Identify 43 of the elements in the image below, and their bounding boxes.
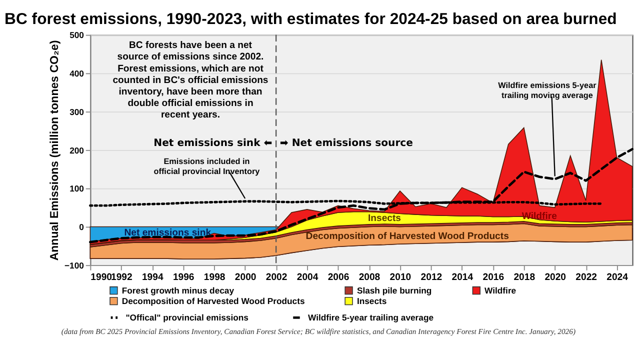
x-tick-label: 2002 (266, 272, 288, 283)
legend-label: Wildfire (484, 285, 516, 296)
y-tick-label: −100 (64, 260, 84, 270)
annotation: Net emissions sink ⬅ (154, 138, 272, 149)
x-tick-label: 2010 (390, 272, 412, 283)
annotation: BC forests have been a net source of emissions since 2002. Forest emissions, which are not counted in BC's official emissions inventory, have been more than double official emissions in recent years. (112, 40, 268, 120)
x-tick-label: 2018 (514, 272, 536, 283)
x-tick-label: 2014 (452, 272, 474, 283)
y-axis-title: Annual Emissions (million tonnes CO₂e) (48, 40, 61, 261)
annotation: Wildfire (522, 210, 557, 222)
legend-label: Slash pile burning (356, 285, 432, 296)
x-tick-label: 2020 (544, 272, 566, 283)
legend-label: Forest growth minus decay (122, 285, 234, 296)
x-tick-label: 1990 (90, 272, 112, 283)
x-tick-label: 2006 (328, 272, 350, 283)
x-tick-label: 1996 (172, 272, 194, 283)
legend-label: Decomposition of Harvested Wood Products (122, 296, 305, 306)
annotation: ➡ Net emissions source (280, 138, 414, 149)
legend-label: Wildfire 5-year trailing average (308, 312, 434, 323)
annotation: Decomposition of Harvested Wood Products (306, 231, 509, 242)
y-tick-label: 400 (70, 68, 84, 79)
x-tick-label: 2008 (358, 272, 381, 283)
annotation: Net emissions sink (124, 227, 212, 238)
legend-label: "Offical" provincial emissions (126, 312, 249, 323)
x-tick-label: 2016 (482, 272, 504, 283)
y-tick-label: 500 (70, 30, 84, 40)
y-tick-label: 300 (70, 106, 84, 117)
x-tick-label: 1998 (204, 272, 226, 283)
x-tick-label: 1992 (110, 272, 132, 283)
legend-label: Insects (356, 296, 387, 306)
text: (data from BC 2025 Provincial Emissions Inventory, Canadian Forest Service; BC wildfire statistics, and Canadian Interagency Forest Fire Centre Inc. January, 2026) (61, 327, 576, 336)
y-tick-label: 100 (70, 184, 84, 194)
x-tick-label: 2000 (234, 272, 256, 283)
annotation: Insects (368, 213, 401, 224)
line-series (88, 148, 634, 244)
y-tick-label: 200 (70, 145, 84, 156)
y-tick-label: 0 (79, 222, 84, 232)
x-tick-label: 1994 (142, 272, 164, 283)
x-tick-label: 2024 (606, 272, 629, 283)
x-tick-label: 2012 (420, 272, 442, 283)
chart-title: BC forest emissions, 1990-2023, with estimates for 2024-25 based on area burned (4, 10, 617, 28)
x-tick-label: 2004 (296, 272, 319, 283)
x-tick-label: 2022 (576, 272, 597, 283)
